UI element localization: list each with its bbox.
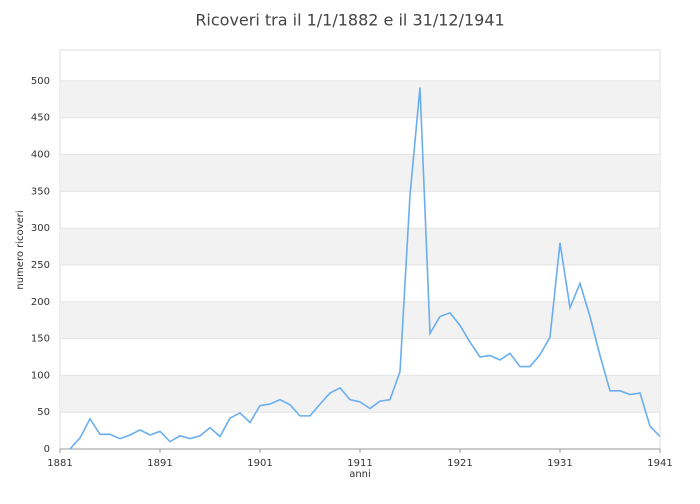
y-tick-label: 100 xyxy=(31,370,50,381)
y-tick-label: 400 xyxy=(31,150,50,161)
y-tick-label: 200 xyxy=(31,297,50,308)
y-tick-label: 250 xyxy=(31,260,50,271)
x-tick-label: 1901 xyxy=(247,458,272,469)
grid-band xyxy=(60,301,660,339)
grid-band xyxy=(60,228,660,265)
x-tick-label: 1891 xyxy=(147,458,172,469)
y-tick-label: 450 xyxy=(31,113,50,124)
y-tick-label: 50 xyxy=(37,407,50,418)
chart-title: Ricoveri tra il 1/1/1882 e il 31/12/1941 xyxy=(195,11,504,30)
y-tick-label: 150 xyxy=(31,334,50,345)
y-axis-label: numero ricoveri xyxy=(15,210,26,289)
x-tick-label: 1881 xyxy=(47,458,72,469)
y-tick-label: 300 xyxy=(31,223,50,234)
grid-band xyxy=(60,375,660,413)
x-axis-label: anni xyxy=(349,469,371,480)
x-tick-label: 1921 xyxy=(447,458,472,469)
grid-band xyxy=(60,80,660,118)
x-tick-label: 1931 xyxy=(547,458,572,469)
x-tick-label: 1941 xyxy=(647,458,672,469)
x-tick-label: 1911 xyxy=(347,458,372,469)
y-tick-label: 500 xyxy=(31,76,50,87)
grid-band xyxy=(60,154,660,192)
y-tick-label: 350 xyxy=(31,186,50,197)
data-line xyxy=(69,87,661,450)
y-tick-label: 0 xyxy=(44,444,50,455)
